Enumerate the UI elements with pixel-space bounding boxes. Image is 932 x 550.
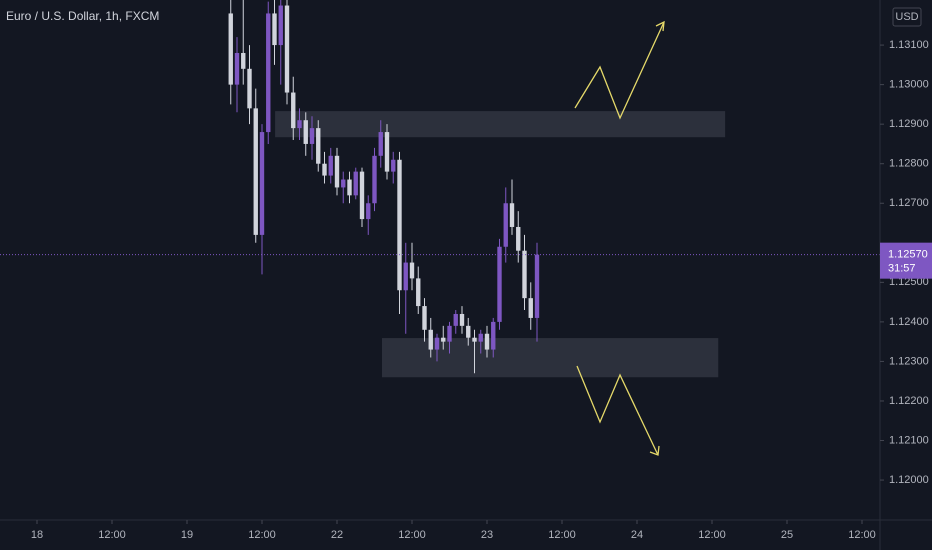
candle-body bbox=[359, 171, 365, 220]
candle-body bbox=[334, 155, 340, 188]
bullish-path-arrow bbox=[574, 21, 665, 120]
candle-body bbox=[478, 333, 483, 342]
x-tick-label: 22 bbox=[331, 529, 343, 541]
candle-body bbox=[534, 254, 540, 318]
candle-body bbox=[322, 163, 327, 176]
candle-body bbox=[259, 132, 265, 235]
candle-body bbox=[328, 155, 333, 176]
candle-body bbox=[416, 278, 421, 307]
last-price-label: 1.12570 bbox=[888, 249, 928, 261]
candle-body bbox=[297, 120, 302, 129]
y-tick-label: 1.12900 bbox=[889, 118, 929, 130]
candle-body bbox=[266, 13, 271, 133]
candle-body bbox=[497, 246, 502, 322]
currency: USD bbox=[895, 11, 918, 23]
candle-body bbox=[341, 179, 346, 188]
candle-body bbox=[378, 132, 383, 156]
x-tick-label: 12:00 bbox=[398, 529, 426, 541]
candle-body bbox=[234, 52, 240, 85]
candle-body bbox=[472, 337, 477, 342]
arrow-head bbox=[655, 20, 665, 32]
y-tick-label: 1.13000 bbox=[889, 79, 929, 91]
candle-body bbox=[241, 52, 246, 69]
candle-body bbox=[247, 68, 252, 109]
candle-body bbox=[434, 337, 440, 350]
zone bbox=[275, 111, 726, 138]
x-tick-label: 19 bbox=[181, 529, 193, 541]
candle-body bbox=[309, 128, 315, 144]
candle-body bbox=[528, 298, 533, 318]
candle-body bbox=[366, 203, 371, 220]
x-tick-label: 23 bbox=[481, 529, 493, 541]
candle-body bbox=[484, 333, 490, 350]
candle-body bbox=[509, 203, 515, 227]
candle-body bbox=[397, 159, 402, 291]
candle-body bbox=[284, 5, 290, 93]
candle-body bbox=[353, 171, 358, 196]
candle-body bbox=[403, 262, 408, 291]
y-tick-label: 1.12500 bbox=[889, 276, 929, 288]
y-tick-label: 1.12800 bbox=[889, 158, 929, 170]
candle-body bbox=[516, 226, 521, 251]
x-tick-label: 12:00 bbox=[98, 529, 126, 541]
x-tick-label: 12:00 bbox=[698, 529, 726, 541]
candle-body bbox=[272, 13, 277, 46]
y-tick-label: 1.12300 bbox=[889, 355, 929, 367]
candle-body bbox=[228, 13, 233, 85]
candle-body bbox=[253, 108, 258, 235]
x-tick-label: 25 bbox=[781, 529, 793, 541]
candle-body bbox=[422, 306, 427, 330]
x-tick-label: 12:00 bbox=[248, 529, 276, 541]
currency-badge bbox=[892, 7, 922, 27]
candle-body bbox=[428, 329, 433, 350]
y-tick-label: 1.12200 bbox=[889, 395, 929, 407]
x-tick-label: 12:00 bbox=[548, 529, 576, 541]
candle-body bbox=[466, 325, 471, 338]
last-price-badge bbox=[880, 242, 932, 279]
countdown: 31:57 bbox=[888, 263, 916, 275]
plot-area bbox=[0, 0, 880, 378]
candle-body bbox=[384, 132, 390, 172]
symbol-label: Euro / U.S. Dollar, 1h, FXCM bbox=[6, 9, 159, 23]
candle-body bbox=[372, 155, 377, 204]
candle-body bbox=[453, 313, 458, 326]
y-tick-label: 1.12100 bbox=[889, 434, 929, 446]
y-tick-label: 1.12000 bbox=[889, 474, 929, 486]
x-tick-label: 12:00 bbox=[848, 529, 876, 541]
candle-body bbox=[447, 325, 452, 342]
candle-body bbox=[391, 159, 396, 172]
candle-body bbox=[409, 262, 415, 279]
candle-body bbox=[291, 92, 296, 129]
candle-body bbox=[278, 5, 283, 46]
candle-body bbox=[503, 203, 508, 247]
candle-body bbox=[522, 250, 527, 299]
candle-body bbox=[441, 337, 446, 342]
y-tick-label: 1.13100 bbox=[889, 39, 929, 51]
x-tick-label: 24 bbox=[631, 529, 643, 541]
candle-body bbox=[347, 179, 352, 196]
y-tick-label: 1.12400 bbox=[889, 316, 929, 328]
bearish-path-arrow bbox=[576, 365, 659, 456]
candle-body bbox=[491, 321, 496, 350]
y-tick-label: 1.12700 bbox=[889, 197, 929, 209]
x-tick-label: 18 bbox=[31, 529, 43, 541]
arrow-head bbox=[649, 445, 660, 456]
candle-body bbox=[316, 128, 321, 164]
candle-body bbox=[459, 313, 465, 326]
candle-body bbox=[303, 120, 308, 144]
